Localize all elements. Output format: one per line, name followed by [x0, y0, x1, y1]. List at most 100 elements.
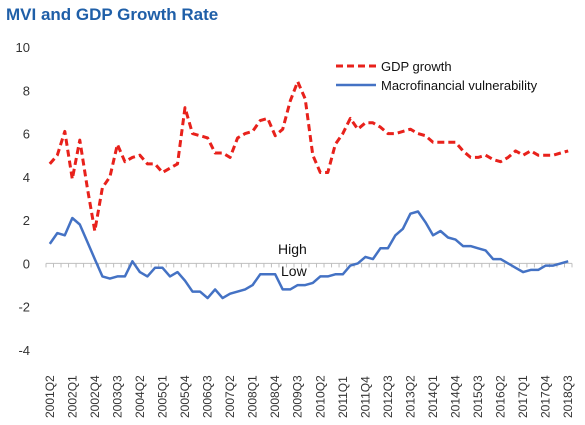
data-point-gdp-growth — [432, 141, 434, 143]
data-point-gdp-growth — [514, 150, 516, 152]
data-point-gdp-growth — [101, 186, 103, 188]
data-point-macrofinancial-vulnerability — [319, 275, 321, 277]
data-point-gdp-growth — [312, 154, 314, 156]
data-point-gdp-growth — [537, 154, 539, 156]
data-point-gdp-growth — [266, 117, 268, 119]
data-point-gdp-growth — [94, 230, 96, 232]
data-point-gdp-growth — [79, 139, 81, 141]
data-point-macrofinancial-vulnerability — [469, 245, 471, 247]
data-point-gdp-growth — [131, 156, 133, 158]
data-point-macrofinancial-vulnerability — [94, 258, 96, 260]
data-point-macrofinancial-vulnerability — [304, 284, 306, 286]
data-point-macrofinancial-vulnerability — [387, 247, 389, 249]
annotation-high: High — [278, 241, 307, 257]
data-point-macrofinancial-vulnerability — [184, 280, 186, 282]
data-point-macrofinancial-vulnerability — [214, 288, 216, 290]
y-tick-label: 8 — [23, 83, 30, 98]
x-tick-label: 2013Q2 — [403, 375, 417, 418]
data-point-macrofinancial-vulnerability — [116, 275, 118, 277]
x-tick-label: 2009Q3 — [291, 375, 305, 418]
data-point-gdp-growth — [199, 135, 201, 137]
data-point-macrofinancial-vulnerability — [327, 275, 329, 277]
data-point-gdp-growth — [64, 130, 66, 132]
data-point-gdp-growth — [469, 156, 471, 158]
data-point-macrofinancial-vulnerability — [251, 284, 253, 286]
data-point-gdp-growth — [49, 163, 51, 165]
data-point-macrofinancial-vulnerability — [244, 288, 246, 290]
data-point-gdp-growth — [191, 132, 193, 134]
data-point-macrofinancial-vulnerability — [146, 275, 148, 277]
data-point-macrofinancial-vulnerability — [560, 262, 562, 264]
data-point-macrofinancial-vulnerability — [236, 290, 238, 292]
data-point-macrofinancial-vulnerability — [462, 245, 464, 247]
data-point-gdp-growth — [229, 156, 231, 158]
data-point-gdp-growth — [462, 150, 464, 152]
data-point-macrofinancial-vulnerability — [507, 262, 509, 264]
data-point-gdp-growth — [409, 128, 411, 130]
data-point-gdp-growth — [169, 167, 171, 169]
data-point-macrofinancial-vulnerability — [154, 267, 156, 269]
series-line-macrofinancial-vulnerability — [48, 210, 569, 300]
data-point-gdp-growth — [124, 161, 126, 163]
data-point-gdp-growth — [334, 143, 336, 145]
data-point-macrofinancial-vulnerability — [56, 232, 58, 234]
data-point-gdp-growth — [507, 156, 509, 158]
data-point-gdp-growth — [206, 137, 208, 139]
data-point-gdp-growth — [402, 130, 404, 132]
data-point-gdp-growth — [154, 163, 156, 165]
data-point-gdp-growth — [424, 135, 426, 137]
data-point-macrofinancial-vulnerability — [71, 217, 73, 219]
data-point-gdp-growth — [139, 154, 141, 156]
data-point-macrofinancial-vulnerability — [514, 267, 516, 269]
x-tick-label: 2016Q2 — [494, 375, 508, 418]
x-tick-label: 2003Q3 — [110, 375, 124, 418]
data-point-gdp-growth — [499, 161, 501, 163]
y-tick-label: -2 — [18, 300, 30, 315]
data-point-macrofinancial-vulnerability — [124, 275, 126, 277]
data-point-macrofinancial-vulnerability — [274, 273, 276, 275]
data-point-gdp-growth — [282, 128, 284, 130]
data-point-macrofinancial-vulnerability — [64, 234, 66, 236]
data-point-gdp-growth — [109, 176, 111, 178]
data-point-macrofinancial-vulnerability — [109, 277, 111, 279]
y-tick-label: -4 — [18, 343, 30, 358]
data-point-gdp-growth — [251, 130, 253, 132]
data-point-gdp-growth — [379, 126, 381, 128]
data-point-gdp-growth — [56, 154, 58, 156]
data-point-macrofinancial-vulnerability — [101, 275, 103, 277]
x-tick-label: 2011Q4 — [358, 376, 372, 418]
data-point-macrofinancial-vulnerability — [529, 269, 531, 271]
data-point-macrofinancial-vulnerability — [484, 249, 486, 251]
data-point-macrofinancial-vulnerability — [312, 282, 314, 284]
data-point-gdp-growth — [492, 158, 494, 160]
data-point-gdp-growth — [327, 171, 329, 173]
data-point-gdp-growth — [447, 141, 449, 143]
series-line-gdp-growth — [48, 80, 569, 233]
data-point-gdp-growth — [372, 122, 374, 124]
data-point-macrofinancial-vulnerability — [297, 284, 299, 286]
x-tick-label: 2004Q2 — [133, 375, 147, 418]
data-point-gdp-growth — [552, 154, 554, 156]
x-tick-label: 2017Q4 — [539, 375, 553, 418]
legend: GDP growth Macrofinancial vulnerability — [336, 59, 538, 93]
data-point-macrofinancial-vulnerability — [49, 243, 51, 245]
data-point-macrofinancial-vulnerability — [409, 212, 411, 214]
data-point-macrofinancial-vulnerability — [364, 256, 366, 258]
data-point-macrofinancial-vulnerability — [131, 260, 133, 262]
x-tick-label: 2017Q1 — [516, 375, 530, 418]
data-point-gdp-growth — [304, 98, 306, 100]
x-tick-label: 2018Q3 — [561, 375, 575, 418]
data-point-macrofinancial-vulnerability — [282, 288, 284, 290]
data-point-macrofinancial-vulnerability — [439, 230, 441, 232]
data-point-gdp-growth — [394, 132, 396, 134]
data-point-macrofinancial-vulnerability — [334, 273, 336, 275]
data-point-gdp-growth — [349, 117, 351, 119]
data-point-macrofinancial-vulnerability — [447, 236, 449, 238]
data-point-macrofinancial-vulnerability — [229, 293, 231, 295]
data-point-macrofinancial-vulnerability — [289, 288, 291, 290]
x-tick-label: 2002Q4 — [88, 375, 102, 418]
data-point-gdp-growth — [319, 171, 321, 173]
data-point-gdp-growth — [289, 100, 291, 102]
data-point-gdp-growth — [567, 150, 569, 152]
